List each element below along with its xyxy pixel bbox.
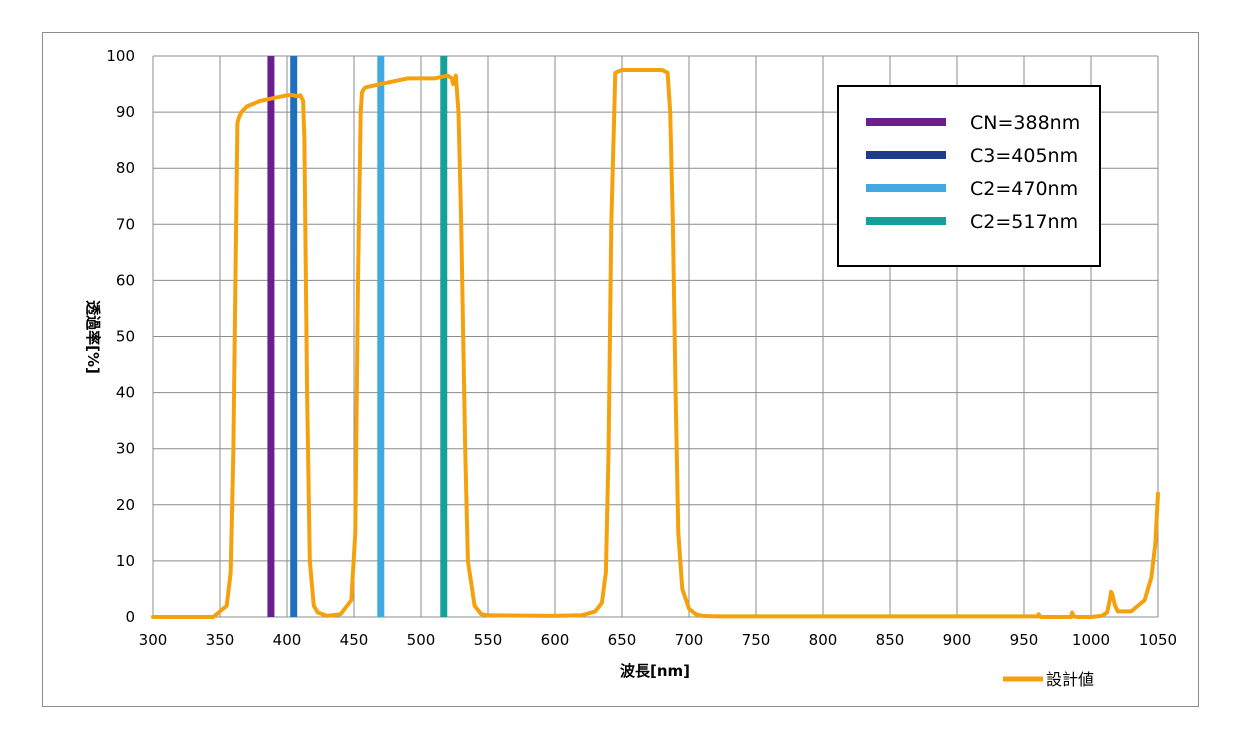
legend-top-box [837,85,1101,267]
legend-top: CN=388nm C3=405nm C2=470nm C2=517nm [837,85,1101,267]
legend-label: C2=470nm [970,178,1078,200]
y-tick-label: 70 [116,215,135,233]
tick-labels: 300 350 400 450 500 550 600 650 700 750 800 850 900 9… [106,47,1177,649]
x-tick-label: 350 [206,631,235,649]
y-tick-label: 50 [116,328,135,346]
series-layer [151,68,1160,619]
x-tick-label: 900 [943,631,972,649]
y-tick-label: 80 [116,159,135,177]
y-axis-label: 透過率[%] [84,300,102,374]
series-line-design-value [151,68,1160,619]
legend-label: C3=405nm [970,145,1078,167]
x-tick-label: 750 [742,631,771,649]
x-axis-label: 波長[nm] [620,662,690,680]
x-tick-label: 700 [675,631,704,649]
legend-label: 設計値 [1046,670,1094,689]
y-tick-label: 90 [116,103,135,121]
grid-layer [152,55,1159,618]
y-tick-label: 0 [125,608,135,626]
x-tick-label: 500 [407,631,436,649]
y-tick-label: 10 [116,552,135,570]
x-tick-label: 1000 [1072,631,1110,649]
y-tick-label: 20 [116,496,135,514]
x-tick-label: 550 [474,631,503,649]
x-tick-label: 650 [608,631,637,649]
legend-label: C2=517nm [970,211,1078,233]
x-tick-label: 1050 [1139,631,1177,649]
x-tick-label: 400 [273,631,302,649]
legend-bottom: 設計値 [1003,670,1094,689]
legend-label: CN=388nm [970,112,1080,134]
x-tick-label: 600 [541,631,570,649]
wavelength-marker-lines [267,56,448,617]
x-tick-label: 300 [139,631,168,649]
y-tick-label: 60 [116,271,135,289]
y-tick-label: 100 [106,47,135,65]
x-tick-label: 800 [809,631,838,649]
y-tick-label: 30 [116,440,135,458]
x-tick-label: 850 [876,631,905,649]
x-tick-label: 950 [1010,631,1039,649]
y-tick-label: 40 [116,384,135,402]
x-tick-label: 450 [340,631,369,649]
